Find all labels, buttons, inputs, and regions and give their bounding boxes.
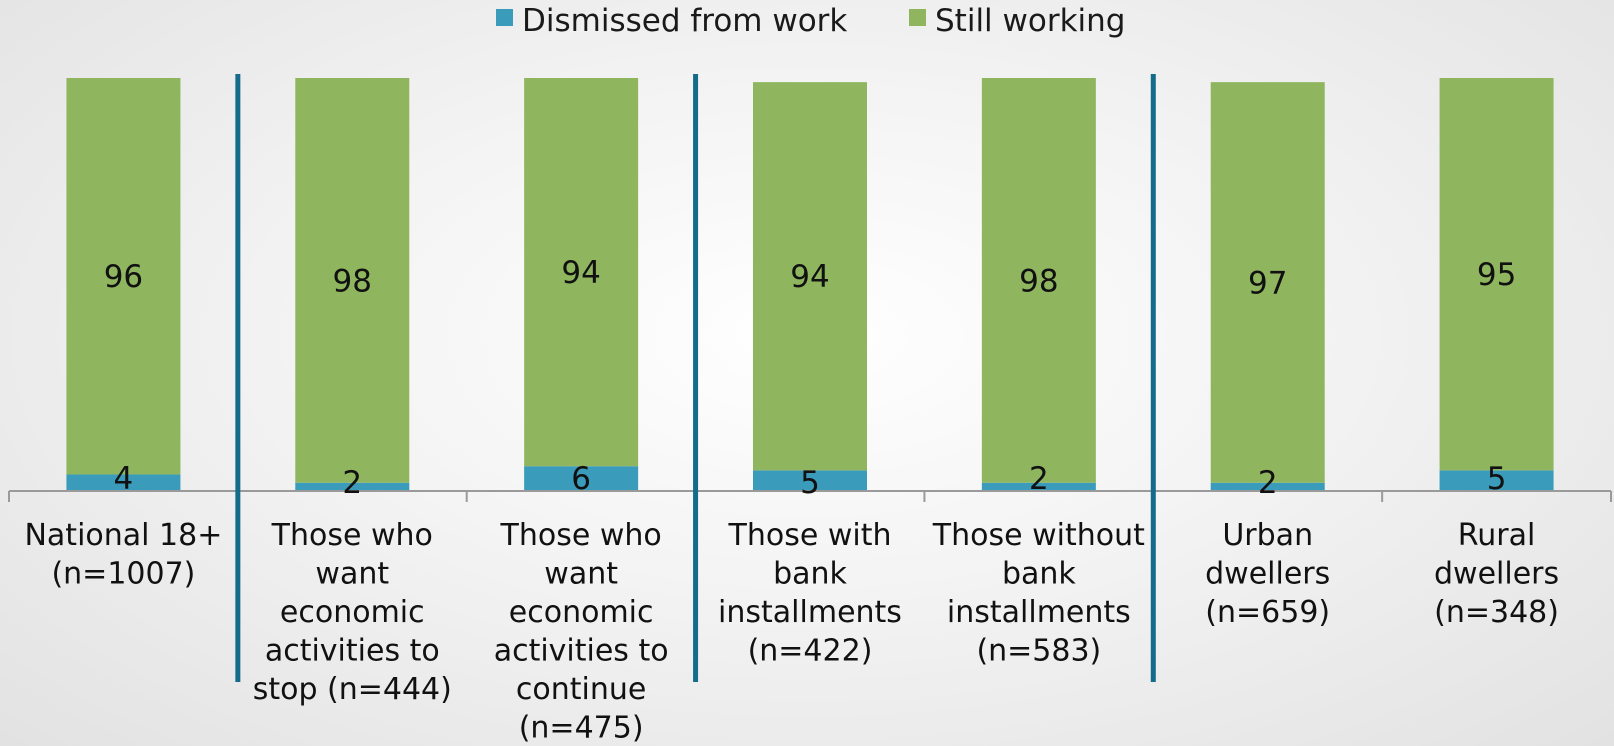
category-label-1-line-0: Those who xyxy=(271,518,433,553)
bar-dismissed-6 xyxy=(1439,470,1554,491)
category-label-4-line-3: (n=583) xyxy=(976,634,1101,669)
category-label-2-line-3: activities to xyxy=(494,634,669,669)
category-label-6-line-0: Rural xyxy=(1458,518,1536,553)
data-label-still-working-4: 98 xyxy=(1019,263,1058,299)
bar-still-working-4 xyxy=(981,78,1096,483)
category-label-5-line-0: Urban xyxy=(1222,518,1313,553)
category-label-4-line-1: bank xyxy=(1002,557,1076,592)
category-label-0-line-1: (n=1007) xyxy=(51,557,195,592)
bar-still-working-6 xyxy=(1439,78,1554,471)
legend-label-still-working: Still working xyxy=(935,3,1125,39)
category-label-2-line-5: (n=475) xyxy=(519,711,644,746)
bar-dismissed-0 xyxy=(66,474,181,491)
category-label-3-line-1: bank xyxy=(773,557,847,592)
category-label-2-line-1: want xyxy=(544,557,618,592)
data-label-still-working-2: 94 xyxy=(561,255,600,291)
bar-dismissed-2 xyxy=(524,466,639,491)
category-labels-layer: National 18+(n=1007)Those whowanteconomi… xyxy=(24,518,1559,746)
category-label-3-line-0: Those with xyxy=(728,518,892,553)
data-label-dismissed-4: 2 xyxy=(1029,461,1049,497)
legend-swatch-dismissed xyxy=(496,9,513,26)
data-label-still-working-3: 94 xyxy=(790,259,829,295)
category-label-4-line-2: installments xyxy=(947,595,1131,630)
bar-dismissed-3 xyxy=(753,470,867,491)
bar-still-working-5 xyxy=(1210,82,1325,483)
legend-label-dismissed: Dismissed from work xyxy=(522,3,847,39)
legend: Dismissed from work Still working xyxy=(496,3,1125,39)
data-label-dismissed-0: 4 xyxy=(114,461,134,497)
bar-still-working-2 xyxy=(524,78,639,467)
bar-still-working-0 xyxy=(66,78,181,475)
category-label-0-line-0: National 18+ xyxy=(24,518,222,553)
bar-dismissed-4 xyxy=(981,482,1096,491)
category-label-1-line-2: economic xyxy=(280,595,425,630)
category-label-3-line-2: installments xyxy=(718,595,902,630)
category-label-2-line-2: economic xyxy=(509,595,654,630)
category-label-6-line-1: dwellers xyxy=(1434,557,1559,592)
data-label-dismissed-1: 2 xyxy=(342,465,362,501)
bars-layer xyxy=(66,78,1554,491)
data-labels-layer: 4 96 2 98 6 94 5 94 2 98 2 97 5 95 xyxy=(104,255,1517,501)
category-label-6-line-2: (n=348) xyxy=(1434,595,1559,630)
category-label-5-line-1: dwellers xyxy=(1205,557,1330,592)
bar-dismissed-1 xyxy=(295,482,410,491)
data-label-dismissed-6: 5 xyxy=(1487,461,1507,497)
category-label-2-line-4: continue xyxy=(516,672,646,707)
category-label-1-line-3: activities to xyxy=(265,634,440,669)
data-label-still-working-5: 97 xyxy=(1248,265,1287,301)
category-label-1-line-1: want xyxy=(315,557,389,592)
bar-still-working-1 xyxy=(295,78,410,483)
data-label-dismissed-3: 5 xyxy=(800,465,820,501)
category-label-2-line-0: Those who xyxy=(500,518,662,553)
category-label-1-line-4: stop (n=444) xyxy=(253,672,452,707)
data-label-still-working-0: 96 xyxy=(104,259,143,295)
category-label-5-line-2: (n=659) xyxy=(1205,595,1330,630)
data-label-still-working-1: 98 xyxy=(333,263,372,299)
group-separators xyxy=(235,74,1156,682)
data-label-dismissed-5: 2 xyxy=(1258,465,1278,501)
bar-still-working-3 xyxy=(753,82,867,471)
category-label-3-line-3: (n=422) xyxy=(748,634,873,669)
bar-dismissed-5 xyxy=(1210,482,1325,491)
category-label-4-line-0: Those without xyxy=(932,518,1145,553)
data-label-still-working-6: 95 xyxy=(1477,257,1516,293)
data-label-dismissed-2: 6 xyxy=(571,461,591,497)
legend-swatch-still-working xyxy=(909,9,926,26)
